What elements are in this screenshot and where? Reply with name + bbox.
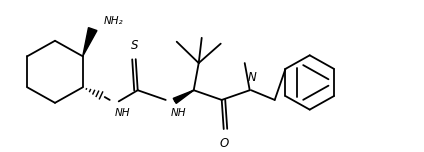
Text: O: O xyxy=(219,137,229,150)
Polygon shape xyxy=(173,90,194,103)
Text: NH₂: NH₂ xyxy=(104,16,123,26)
Text: NH: NH xyxy=(171,108,186,118)
Text: S: S xyxy=(131,39,139,52)
Text: N: N xyxy=(247,71,256,84)
Text: NH: NH xyxy=(115,108,130,118)
Polygon shape xyxy=(83,28,97,56)
